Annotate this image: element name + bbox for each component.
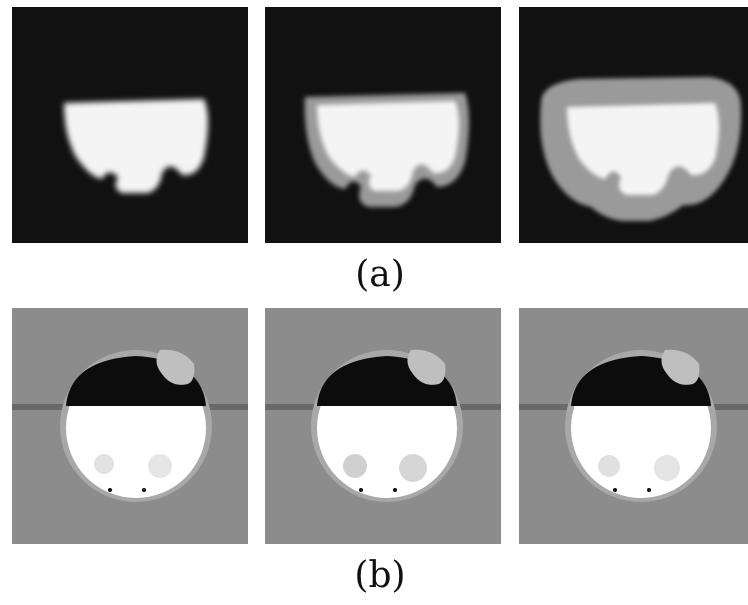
- ct-panel-1: [12, 308, 248, 544]
- mask-image-2: [265, 7, 501, 243]
- mask-panel-2: [265, 7, 501, 243]
- ct-image-3: [519, 308, 748, 544]
- mask-panel-3: [519, 7, 748, 243]
- ct-panel-3: [519, 308, 748, 544]
- ct-panel-2: [265, 308, 501, 544]
- ct-image-1: [12, 308, 248, 544]
- ct-image-2: [265, 308, 501, 544]
- mask-image-1: [12, 7, 248, 243]
- mask-image-3: [519, 7, 748, 243]
- mask-panel-1: [12, 7, 248, 243]
- caption-b: (b): [354, 555, 406, 596]
- caption-a: (a): [355, 254, 405, 295]
